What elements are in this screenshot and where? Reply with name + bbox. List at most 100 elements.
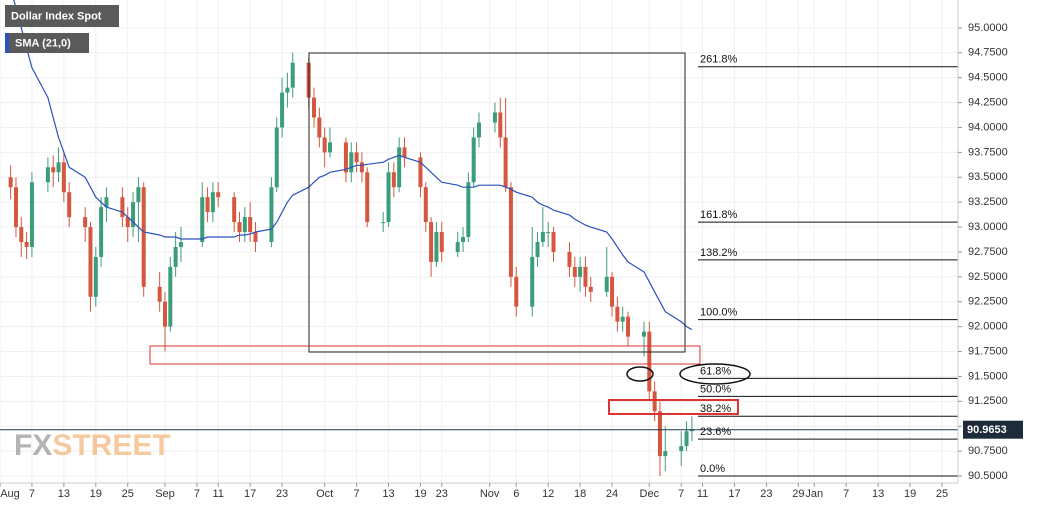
candle-body [253,232,258,242]
candle-body [51,167,56,173]
x-tick-label: Aug [0,488,20,500]
candle-body [572,266,577,277]
candle-body [290,62,295,88]
watermark-fx: FX [14,429,52,462]
y-tick-label: 92.0000 [968,321,1008,333]
x-tick-label: 17 [244,488,256,500]
candle-body [641,331,646,337]
candle-body [136,187,141,203]
candle-body [280,92,285,128]
y-tick-label: 92.2500 [968,296,1008,308]
watermark-street: STREET [52,429,170,462]
candle-body [131,202,136,228]
candle-body [620,316,625,322]
candle-body [535,241,540,257]
y-tick-label: 93.7500 [968,146,1008,158]
candle-body [455,241,460,252]
fib-label: 0.0% [700,463,725,475]
x-tick-label: 13 [872,488,884,500]
candle-body [663,451,668,457]
candle-body [429,222,434,262]
candle-body [168,266,173,327]
candle-body [540,232,545,242]
x-tick-label: 11 [213,488,224,500]
x-tick-label: 23 [760,488,772,500]
fib-label: 161.8% [700,209,738,221]
last-price-box [963,420,1023,439]
range-box [308,52,686,353]
candle-body [205,197,210,213]
candle-body [610,276,615,307]
y-tick-label: 91.7500 [968,345,1008,357]
x-tick-label: 7 [843,488,849,500]
candle-body [508,187,513,277]
candle-body [679,446,684,452]
candle-body [530,256,535,307]
support-zone [149,345,701,365]
candle-body [312,97,317,118]
x-tick-label: 29 [792,488,804,500]
x-tick-label: 12 [542,488,554,500]
x-tick-label: Dec [640,488,660,500]
x-tick-label: 6 [513,488,519,500]
candle-body [391,172,396,188]
candle-body [178,241,183,247]
candle-body [439,232,444,252]
candle-body [104,197,109,208]
candle-body [88,227,93,297]
target-zone [608,399,739,415]
candle-body [359,162,364,173]
fib-label: 261.8% [700,54,738,66]
y-tick-label: 94.2500 [968,96,1008,108]
x-tick-label: 18 [574,488,586,500]
candle-body [386,172,391,223]
y-tick-label: 91.5000 [968,370,1008,382]
legend-title: Dollar Index Spot [11,10,102,22]
candle-body [349,152,354,173]
fib-label: 50.0% [700,383,731,395]
candle-body [13,187,18,228]
candle-body [365,172,370,223]
y-tick-label: 90.5000 [968,470,1008,482]
x-tick-label: Nov [480,488,500,500]
candle-body [216,192,221,198]
x-tick-label: 24 [606,488,618,500]
candle-body [503,137,508,188]
candle-body [242,217,247,233]
candle-body [477,122,481,138]
fib-label: 61.8% [700,365,731,377]
legend-indicator: SMA (21,0) [15,37,71,49]
x-tick-label: Sep [155,488,175,500]
candle-body [45,167,50,183]
candle-body [652,391,657,412]
candle-body [61,162,66,193]
fibonacci: 261.8% 161.8% 138.2% 100.0% 61.8% 50.0% 38.2% 2… [698,54,958,477]
candle-body [232,197,237,223]
legend-indicator-box [5,33,89,53]
fib-label: 100.0% [700,307,738,319]
candle-body [546,232,551,234]
candle-body [354,152,359,163]
candle-body [551,232,556,252]
x-tick-label: 19 [904,488,916,500]
x-tick-label: 23 [276,488,288,500]
candle-body [466,182,471,238]
y-tick-label: 90.7500 [968,445,1008,457]
candle-body [492,112,497,123]
candle-body [343,142,348,173]
y-tick-label: 95.0000 [968,22,1008,34]
candle-body [269,187,274,242]
candle-body [402,147,407,158]
candle-body [200,197,205,242]
x-tick-label: 25 [122,488,134,500]
fib-label: 38.2% [700,403,731,415]
candle-body [588,286,593,292]
candle-body [471,137,476,183]
last-price-label: 90.9653 [967,424,1007,436]
legend-swatch [5,33,9,53]
candle-body [423,187,428,223]
y-tick-label: 92.5000 [968,271,1008,283]
candle-body [514,276,519,307]
fib-label: 23.6% [700,426,731,438]
